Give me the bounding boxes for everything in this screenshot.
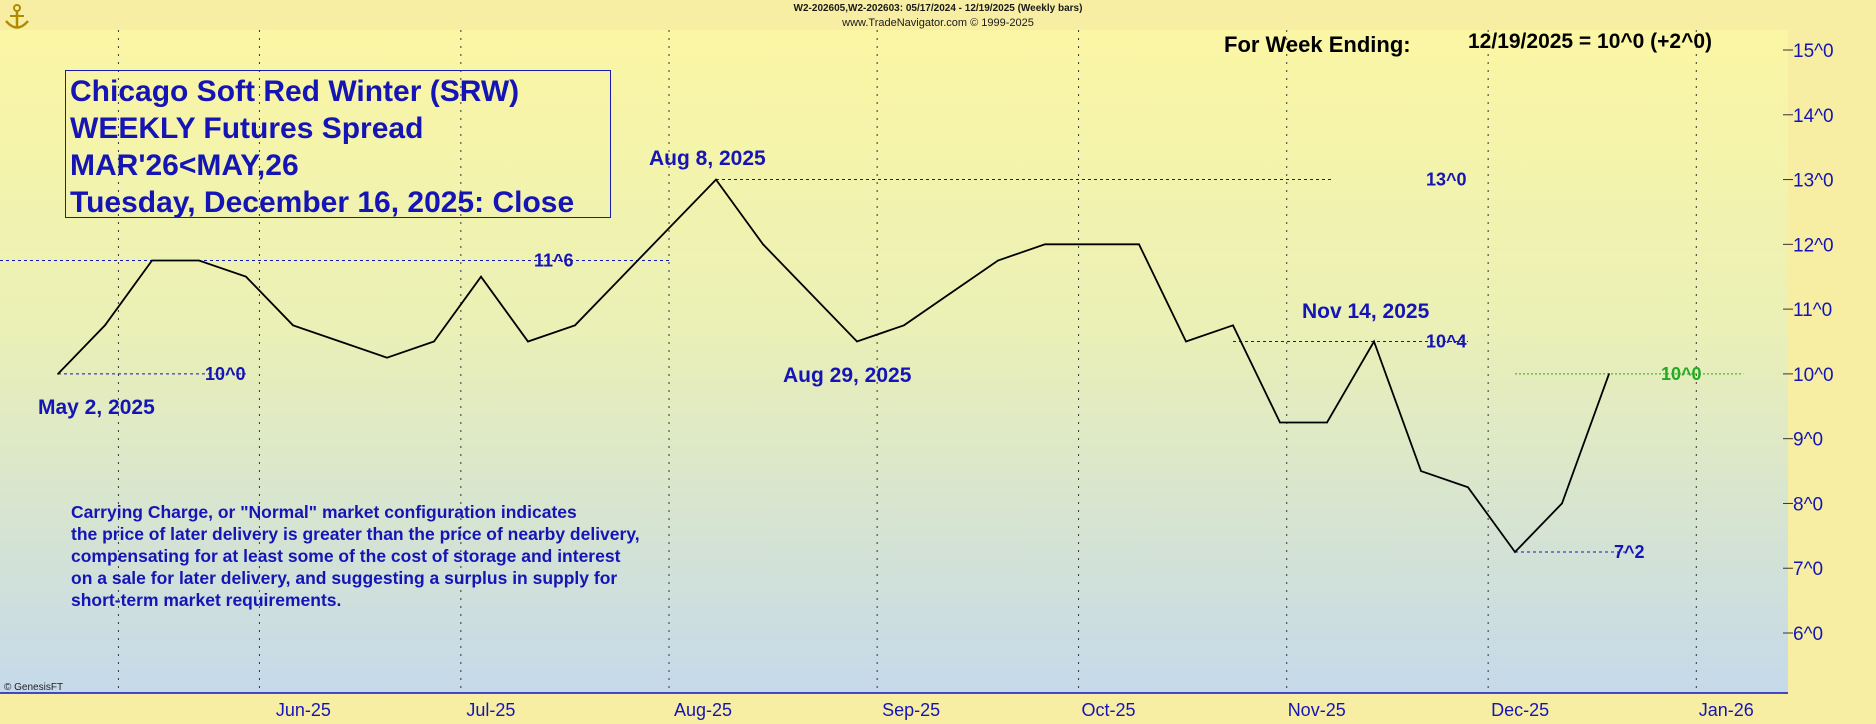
y-tick-label: 8^0 (1793, 494, 1823, 515)
date-annotation: Aug 8, 2025 (649, 147, 766, 170)
data-point (339, 340, 341, 343)
data-point (245, 275, 247, 278)
x-tick-label: Jul-25 (466, 700, 515, 720)
description-line: Carrying Charge, or "Normal" market conf… (71, 502, 577, 522)
title-line-1: Chicago Soft Red Winter (SRW) (70, 75, 520, 108)
data-point (480, 275, 482, 278)
description-line: compensating for at least some of the co… (71, 546, 621, 566)
date-annotation: May 2, 2025 (38, 396, 155, 419)
data-point (1138, 243, 1140, 246)
plot-background (0, 30, 1788, 693)
data-point (715, 178, 717, 181)
title-line-3: MAR'26<MAY,26 (70, 149, 299, 182)
level-label: 11^6 (534, 251, 574, 271)
date-annotation: Nov 14, 2025 (1302, 300, 1430, 323)
title-line-2: WEEKLY Futures Spread (70, 112, 424, 145)
level-label: 10^0 (1661, 364, 1702, 384)
description-line: short-term market requirements. (71, 590, 342, 610)
level-label: 7^2 (1614, 542, 1645, 562)
data-point (1514, 551, 1516, 553)
data-point (198, 259, 200, 262)
header-symbols: W2-202605,W2-202603: 05/17/2024 - 12/19/… (793, 3, 1083, 14)
header-website: www.TradeNavigator.com © 1999-2025 (842, 17, 1034, 29)
data-point (903, 324, 905, 327)
y-tick-label: 15^0 (1793, 41, 1834, 62)
x-tick-label: Aug-25 (674, 700, 732, 720)
data-point (1326, 421, 1328, 424)
week-ending-label: For Week Ending: (1224, 32, 1411, 57)
data-point (856, 340, 858, 343)
level-label: 13^0 (1426, 170, 1467, 190)
data-point (1420, 470, 1422, 472)
data-point (809, 292, 811, 294)
data-point (1232, 324, 1234, 327)
y-tick-label: 11^0 (1793, 300, 1832, 321)
y-tick-label: 13^0 (1793, 171, 1834, 192)
data-point (1185, 340, 1187, 343)
data-point (950, 292, 952, 294)
y-tick-label: 9^0 (1793, 430, 1823, 451)
data-point (292, 324, 294, 327)
data-point (574, 324, 576, 327)
level-label: 10^4 (1426, 332, 1467, 352)
data-point (104, 324, 106, 327)
level-label: 10^0 (205, 364, 246, 384)
data-point (151, 259, 153, 262)
description-line: the price of later delivery is greater t… (71, 524, 640, 544)
y-tick-label: 10^0 (1793, 365, 1834, 386)
date-annotation: Aug 29, 2025 (783, 364, 912, 387)
title-line-4: Tuesday, December 16, 2025: Close (70, 186, 575, 219)
x-tick-label: Dec-25 (1491, 700, 1549, 720)
description-text: Carrying Charge, or "Normal" market conf… (71, 501, 751, 611)
x-tick-label: Jun-25 (276, 700, 331, 720)
data-point (433, 340, 435, 343)
data-point (386, 356, 388, 359)
description-line: on a sale for later delivery, and sugges… (71, 568, 618, 588)
data-point (1467, 486, 1469, 489)
data-point (57, 373, 59, 375)
data-point (1373, 340, 1375, 343)
data-point (1608, 373, 1610, 375)
x-tick-label: Sep-25 (882, 700, 940, 720)
y-tick-label: 6^0 (1793, 624, 1823, 645)
week-ending-value: 12/19/2025 = 10^0 (+2^0) (1468, 30, 1713, 53)
data-point (527, 340, 529, 343)
data-point (997, 259, 999, 262)
copyright-text: © GenesisFT (4, 682, 64, 693)
chart-title-box: Chicago Soft Red Winter (SRW) WEEKLY Fut… (65, 70, 611, 219)
data-point (621, 275, 623, 278)
y-tick-label: 7^0 (1793, 559, 1823, 580)
data-point (762, 243, 764, 246)
anchor-icon (5, 4, 29, 29)
price-series-line (57, 178, 1610, 554)
x-tick-label: Jan-26 (1699, 700, 1754, 720)
y-tick-label: 12^0 (1793, 235, 1834, 256)
data-point (1279, 421, 1281, 424)
data-point (1091, 243, 1093, 246)
x-tick-label: Nov-25 (1288, 700, 1346, 720)
x-tick-label: Oct-25 (1082, 700, 1136, 720)
data-point (668, 227, 670, 229)
data-point (1044, 243, 1046, 246)
data-point (1561, 502, 1563, 505)
y-tick-label: 14^0 (1793, 106, 1834, 127)
